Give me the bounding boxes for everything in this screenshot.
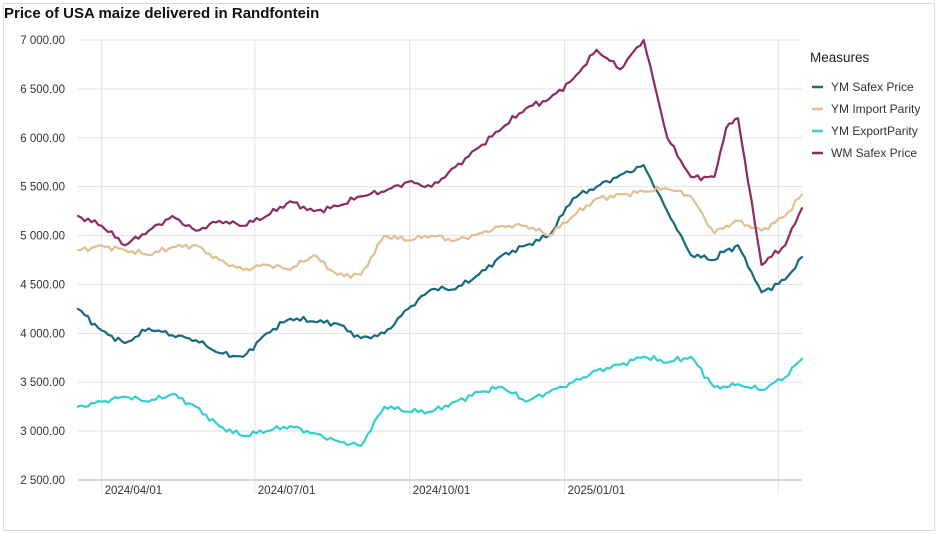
- series-line-ym-safex-price: [76, 164, 804, 358]
- legend-item-label: YM ExportParity: [831, 124, 918, 138]
- y-tick-label: 4 000.00: [20, 328, 65, 340]
- y-tick-label: 7 000.00: [20, 35, 65, 47]
- legend-item-label: YM Safex Price: [831, 80, 914, 94]
- y-axis-ticks: 2 500.00 3 000.00 3 500.00 4 000.00 4 500.00…: [20, 35, 65, 487]
- y-tick-label: 6 500.00: [20, 84, 65, 96]
- y-tick-label: 3 500.00: [20, 377, 65, 389]
- x-tick-label: 2024/07/01: [258, 485, 316, 497]
- series-line-ym-exportparity: [76, 354, 804, 447]
- y-tick-label: 5 500.00: [20, 182, 65, 194]
- legend: Measures YM Safex Price YM Import Parity Y…: [810, 50, 920, 160]
- x-tick-label: 2024/10/01: [413, 485, 471, 497]
- x-tick-label: 2024/04/01: [105, 485, 163, 497]
- chart-title: Price of USA maize delivered in Randfont…: [4, 5, 320, 22]
- legend-item-label: WM Safex Price: [831, 146, 917, 160]
- series-line-wm-safex-price: [76, 38, 804, 266]
- plot-area: [76, 38, 804, 447]
- series-line-ym-import-parity: [76, 185, 804, 279]
- y-tick-label: 6 000.00: [20, 133, 65, 145]
- y-tick-label: 2 500.00: [20, 475, 65, 487]
- legend-title: Measures: [810, 50, 870, 65]
- y-tick-label: 4 500.00: [20, 279, 65, 291]
- y-tick-label: 5 000.00: [20, 231, 65, 243]
- x-axis-ticks: 2024/04/01 2024/07/01 2024/10/01 2025/01/01: [105, 485, 626, 497]
- x-tick-label: 2025/01/01: [568, 485, 626, 497]
- y-tick-label: 3 000.00: [20, 426, 65, 438]
- legend-item-label: YM Import Parity: [831, 102, 920, 116]
- grid-lines: [78, 39, 802, 494]
- chart-frame: [3, 3, 935, 531]
